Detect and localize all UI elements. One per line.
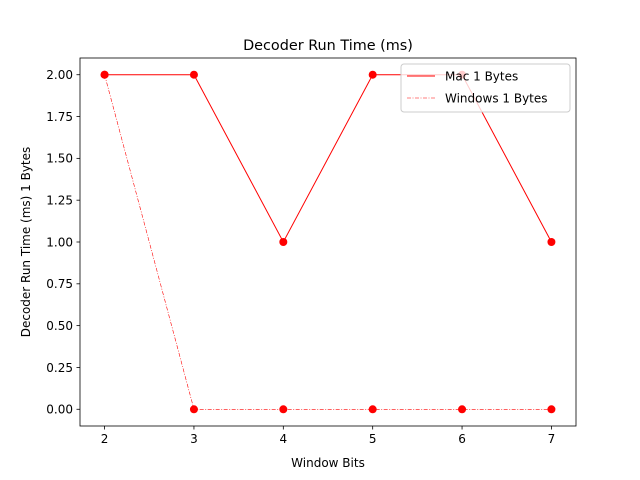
- x-axis: 2 3 4 5 6 7: [101, 426, 555, 446]
- data-point-series-1: [189, 70, 198, 79]
- data-point-series-2: [279, 405, 288, 414]
- x-tick-label: 7: [548, 432, 556, 446]
- data-point-series-2: [368, 405, 377, 414]
- data-point-series-2: [189, 405, 198, 414]
- y-tick-label: 1.25: [46, 193, 73, 207]
- y-axis-label: Decoder Run Time (ms) 1 Bytes: [19, 147, 33, 338]
- legend: Mac 1 Bytes Windows 1 Bytes: [400, 63, 571, 113]
- y-axis: 0.00 0.25 0.50 0.75 1.00 1.25 1.50 1.75 2.00: [46, 68, 80, 417]
- y-tick-label: 0.75: [46, 277, 73, 291]
- x-axis-label: Window Bits: [291, 456, 365, 470]
- chart-title: Decoder Run Time (ms): [243, 38, 413, 54]
- data-point-series-2: [100, 70, 109, 79]
- legend-label-1: Mac 1 Bytes: [445, 69, 518, 83]
- x-tick-label: 6: [458, 432, 466, 446]
- y-tick-label: 1.00: [46, 235, 73, 249]
- x-tick-label: 4: [279, 432, 287, 446]
- y-tick-label: 1.75: [46, 110, 73, 124]
- data-point-series-2: [547, 405, 556, 414]
- x-tick-label: 3: [190, 432, 198, 446]
- x-tick-label: 2: [101, 432, 109, 446]
- y-tick-label: 0.50: [46, 319, 73, 333]
- legend-label-2: Windows 1 Bytes: [445, 91, 548, 105]
- legend-box: [400, 63, 571, 113]
- data-point-series-2: [458, 405, 467, 414]
- x-tick-label: 5: [369, 432, 377, 446]
- y-tick-label: 0.25: [46, 361, 73, 375]
- data-point-series-1: [547, 238, 556, 246]
- y-tick-label: 2.00: [46, 68, 73, 82]
- data-point-series-1: [279, 238, 288, 246]
- y-tick-label: 1.50: [46, 152, 73, 166]
- y-tick-label: 0.00: [46, 403, 73, 417]
- series-line-2: [104, 74, 552, 410]
- data-point-series-1: [368, 70, 377, 79]
